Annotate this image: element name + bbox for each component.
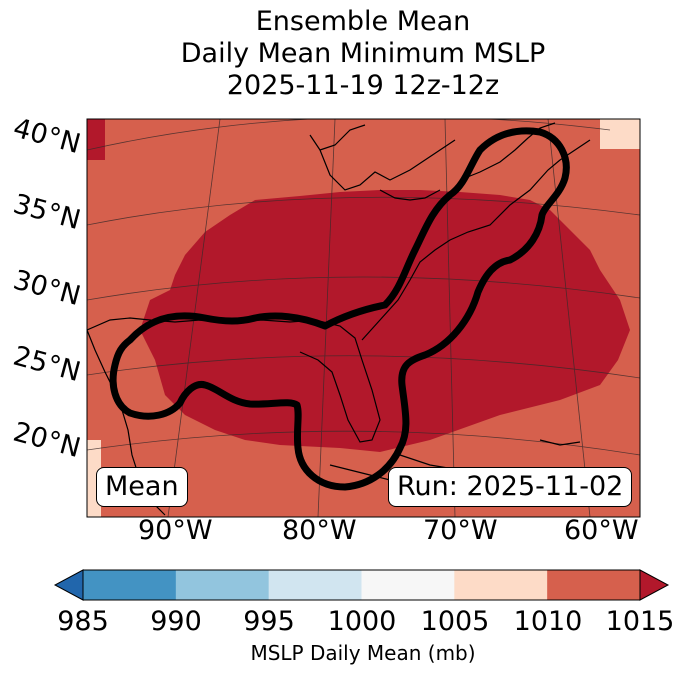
pressure-field-light-ne (600, 119, 640, 149)
lon-label-90w: 90°W (138, 515, 213, 546)
lon-label-70w: 70°W (423, 515, 498, 546)
colorbar-tick-1015: 1015 (605, 606, 675, 637)
colorbar-segment (361, 570, 455, 600)
colorbar-over-arrow (639, 569, 670, 601)
title-line-3: 2025-11-19 12z-12z (226, 70, 500, 101)
colorbar-frame (82, 569, 641, 601)
mean-badge: Mean (96, 467, 188, 507)
colorbar-under-arrow (53, 569, 84, 601)
pressure-field-inner (87, 119, 630, 452)
colorbar-tick-1005: 1005 (420, 606, 490, 637)
colorbar-label: MSLP Daily Mean (mb) (250, 641, 476, 665)
mean-contour (109, 127, 570, 491)
lon-label-60w: 60°W (564, 515, 639, 546)
colorbar-tick-985: 985 (57, 606, 109, 637)
colorbar-tick-1010: 1010 (513, 606, 583, 637)
colorbar-tick-1000: 1000 (327, 606, 397, 637)
colorbar-segment (547, 570, 641, 600)
colorbar-segment (83, 570, 177, 600)
colorbar-segment (454, 570, 548, 600)
title-line-1: Ensemble Mean (255, 6, 471, 37)
colorbar-segment (175, 570, 270, 600)
colorbar-segment (268, 570, 362, 600)
title-line-2: Daily Mean Minimum MSLP (180, 38, 546, 69)
map-frame (86, 118, 641, 518)
colorbar (53, 569, 670, 601)
run-date-badge: Run: 2025-11-02 (388, 467, 633, 507)
colorbar-tick-990: 990 (150, 606, 202, 637)
lon-label-80w: 80°W (282, 515, 357, 546)
colorbar-tick-995: 995 (243, 606, 295, 637)
